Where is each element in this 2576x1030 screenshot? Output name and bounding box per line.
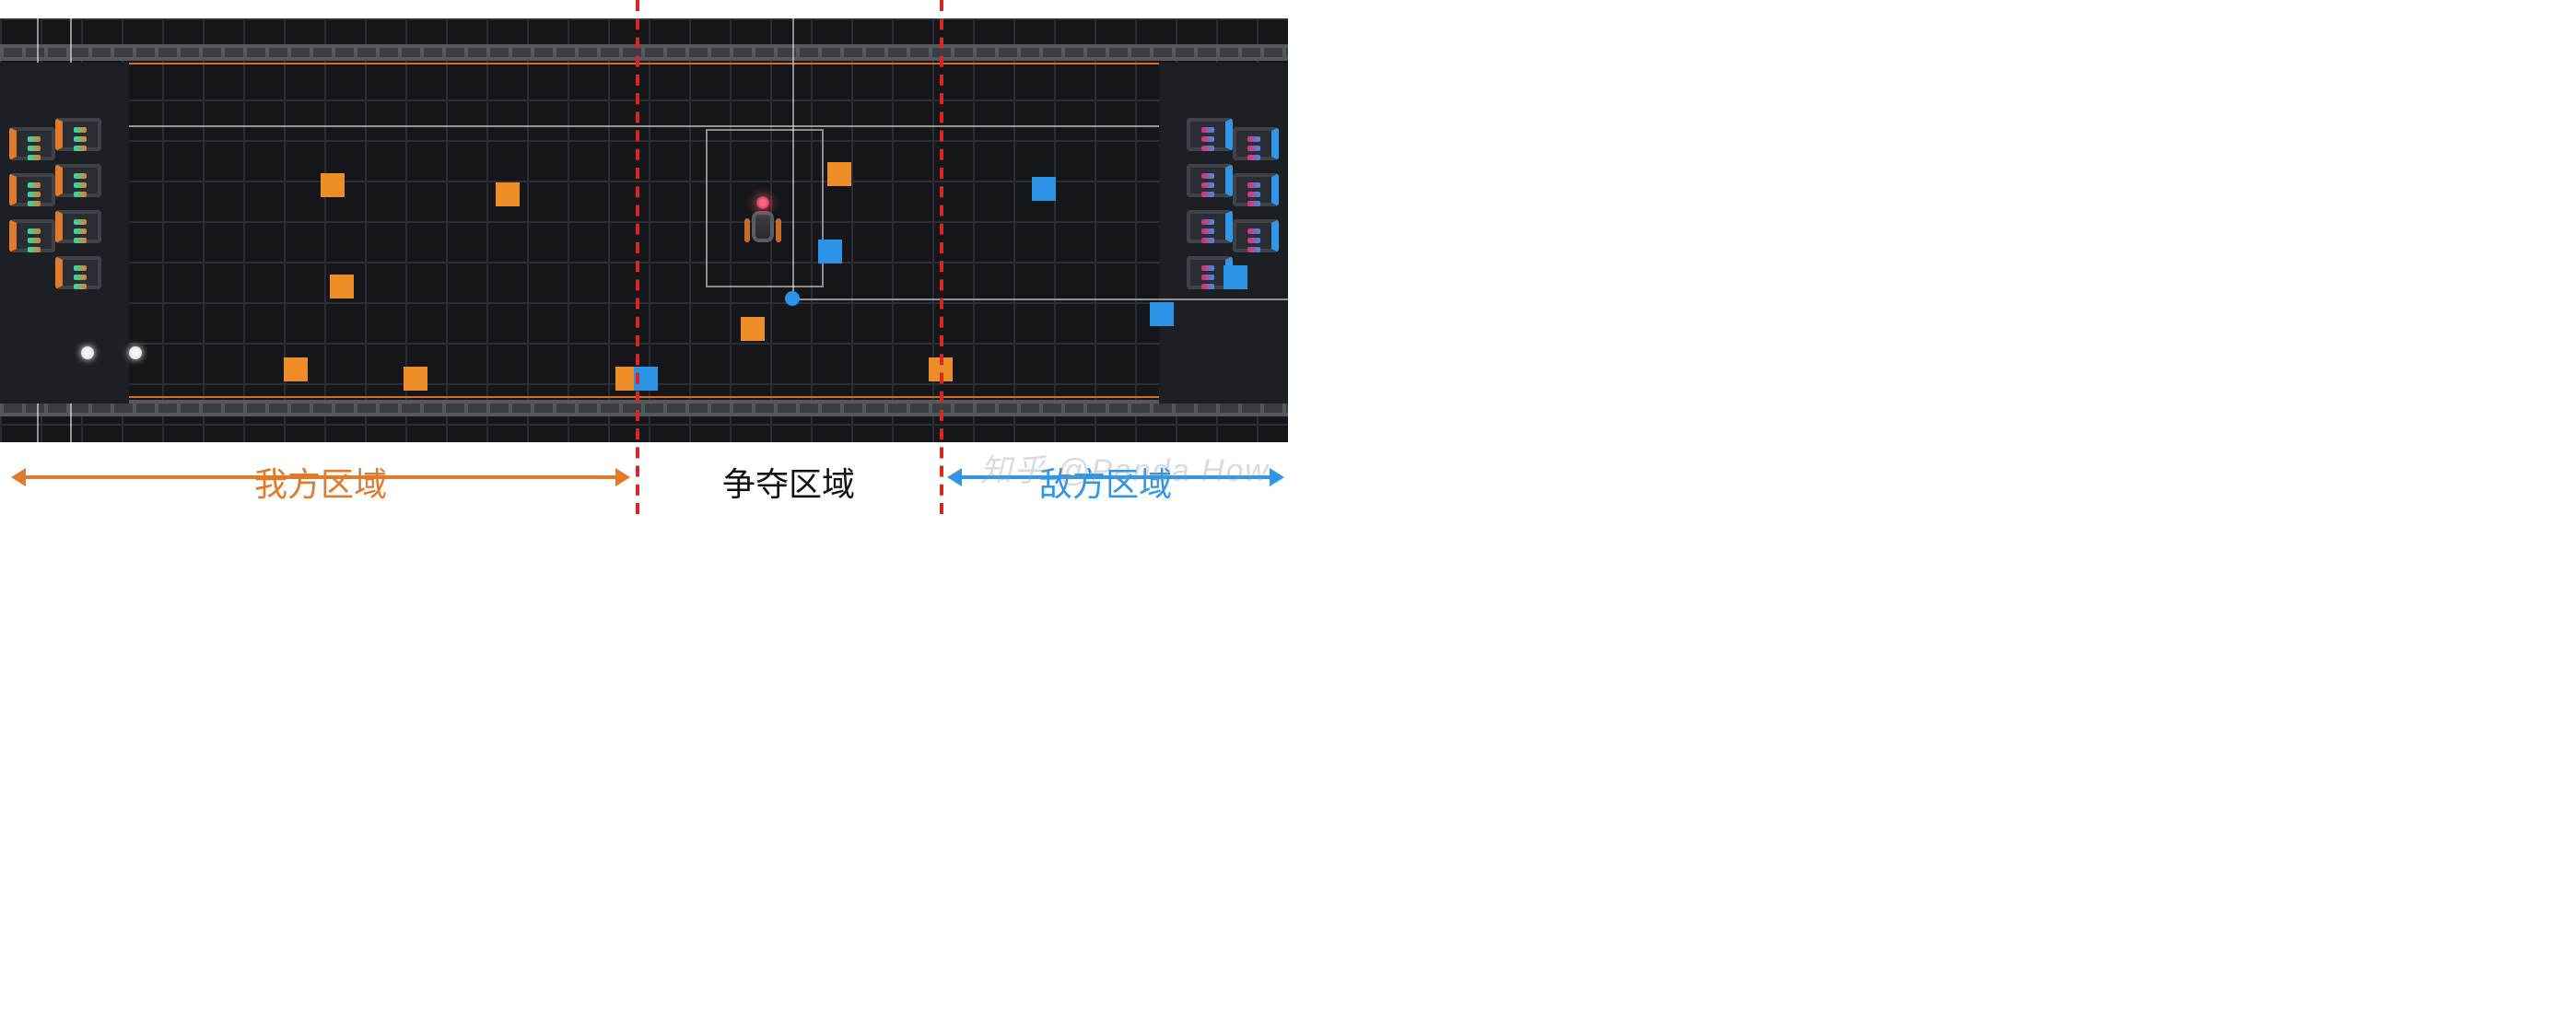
- ally-unit[interactable]: [403, 366, 427, 390]
- rail-bottom: [0, 400, 1288, 416]
- guide-horizontal: [0, 125, 1288, 127]
- ally-zone-label: 我方区域: [254, 459, 387, 507]
- ray-right: [792, 298, 1288, 300]
- enemy-base-module: [1187, 164, 1233, 197]
- ally-base: [0, 63, 129, 404]
- ally-base-module: [9, 127, 55, 160]
- game-map: [0, 18, 1288, 442]
- ally-base-module: [55, 118, 101, 151]
- ally-base-module: [9, 173, 55, 206]
- ally-unit[interactable]: [495, 181, 519, 205]
- center-vehicle[interactable]: [741, 193, 785, 250]
- accent-line-top: [0, 63, 1288, 64]
- enemy-base-module: [1187, 118, 1233, 151]
- ally-base-module: [9, 219, 55, 252]
- ally-base-module: [55, 256, 101, 289]
- ally-unit[interactable]: [320, 172, 344, 196]
- ally-base-module: [55, 164, 101, 197]
- enemy-unit[interactable]: [1149, 301, 1173, 325]
- smoke-puff: [129, 346, 142, 359]
- ally-unit[interactable]: [740, 316, 764, 340]
- enemy-unit[interactable]: [1031, 176, 1055, 200]
- enemy-base-module: [1233, 127, 1279, 160]
- enemy-base-module: [1233, 219, 1279, 252]
- enemy-base-module: [1187, 210, 1233, 243]
- accent-line-bottom: [0, 396, 1288, 398]
- ally-base-module: [55, 210, 101, 243]
- enemy-base-module: [1233, 173, 1279, 206]
- rail-top: [0, 44, 1288, 61]
- enemy-base: [1159, 63, 1288, 404]
- center-point: [785, 291, 800, 306]
- watermark: 知乎 @Panda How: [980, 443, 1270, 489]
- divider-0: [636, 0, 639, 514]
- enemy-unit[interactable]: [817, 239, 841, 263]
- contest-zone-label: 争夺区域: [722, 459, 855, 507]
- ally-unit[interactable]: [826, 161, 850, 185]
- ally-unit[interactable]: [283, 357, 307, 380]
- smoke-puff: [81, 346, 94, 359]
- enemy-unit[interactable]: [1223, 264, 1247, 288]
- divider-1: [940, 0, 943, 514]
- ally-unit[interactable]: [329, 274, 353, 298]
